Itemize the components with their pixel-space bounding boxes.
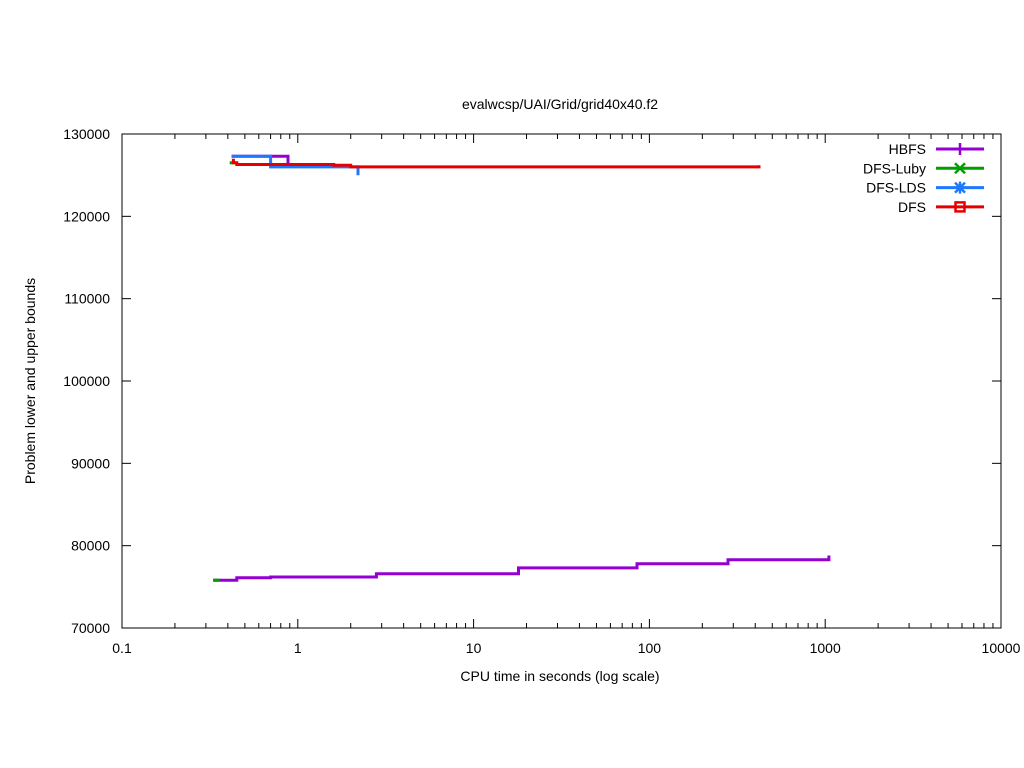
y-tick-labels: 70000 80000 90000 100000 110000 120000 130000 (63, 126, 110, 636)
series-line-hbfs-lower (213, 555, 831, 582)
series-line-dfs-upper (231, 158, 761, 169)
series-lines (213, 154, 831, 582)
y-tick-label: 80000 (71, 538, 110, 554)
legend-marker-square (954, 201, 966, 213)
y-tick-label: 90000 (71, 455, 110, 471)
x-tick-label: 10 (466, 640, 482, 656)
x-tick-label: 1000 (810, 640, 841, 656)
axis-ticks (121, 133, 1002, 629)
legend-marker-cross (954, 162, 966, 175)
y-tick-label: 110000 (64, 291, 110, 307)
legend-label: HBFS (889, 141, 926, 157)
x-tick-labels: 0.1 1 10 100 1000 10000 (112, 640, 1020, 656)
y-axis-label: Problem lower and upper bounds (22, 278, 38, 484)
y-tick-label: 100000 (63, 373, 110, 389)
legend-label: DFS-LDS (866, 180, 926, 196)
y-tick-label: 130000 (63, 126, 110, 142)
chart-title: evalwcsp/UAI/Grid/grid40x40.f2 (462, 96, 658, 112)
y-tick-label: 120000 (63, 208, 110, 224)
legend-marker-star (954, 181, 966, 194)
x-tick-label: 0.1 (112, 640, 132, 656)
x-tick-label: 100 (638, 640, 662, 656)
legend-label: DFS-Luby (863, 160, 926, 176)
x-axis-label: CPU time in seconds (log scale) (460, 668, 659, 684)
x-tick-label: 10000 (982, 640, 1021, 656)
legend-label: DFS (898, 199, 926, 215)
legend-marker-plus (954, 143, 966, 155)
plot-frame (121, 133, 1002, 629)
legend: HBFS DFS-Luby DFS-LDS DFS (863, 141, 984, 215)
x-tick-label: 1 (294, 640, 302, 656)
y-tick-label: 70000 (71, 620, 110, 636)
